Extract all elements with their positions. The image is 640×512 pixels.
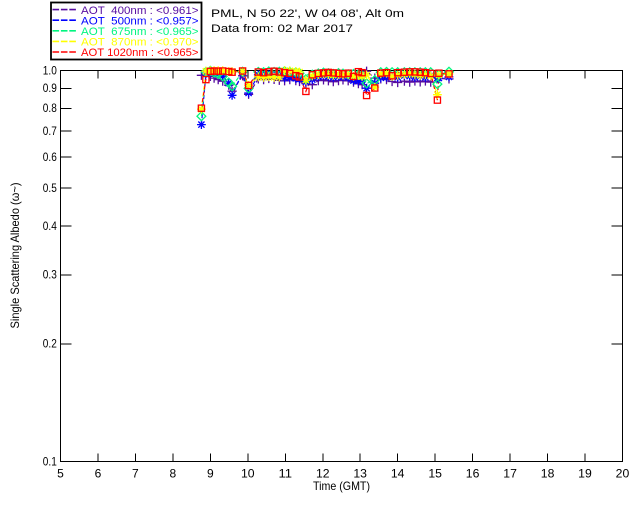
svg-text:AOT 500nm : <0.957>: AOT 500nm : <0.957> [81,15,199,27]
svg-text:0.3: 0.3 [43,268,57,282]
svg-text:AOT 870nm : <0.970>: AOT 870nm : <0.970> [81,37,199,49]
svg-text:0.5: 0.5 [43,181,57,195]
svg-text:Time (GMT): Time (GMT) [313,479,370,493]
svg-text:PML, N 50 22', W 04 08', Alt 0: PML, N 50 22', W 04 08', Alt 0m [211,8,404,20]
svg-text:7: 7 [132,467,139,481]
svg-text:16: 16 [466,467,480,481]
svg-text:1.0: 1.0 [43,63,57,77]
svg-text:6: 6 [95,467,102,481]
svg-text:0.8: 0.8 [43,101,57,115]
svg-text:0.1: 0.1 [43,454,57,468]
svg-text:15: 15 [428,467,442,481]
svg-text:8: 8 [170,467,177,481]
svg-text:12: 12 [316,467,330,481]
svg-text:10: 10 [241,467,255,481]
svg-text:Data from: 02 Mar 2017: Data from: 02 Mar 2017 [211,23,353,35]
svg-text:11: 11 [279,467,293,481]
svg-text:0.9: 0.9 [43,81,57,95]
svg-text:14: 14 [391,467,405,481]
svg-text:19: 19 [578,467,592,481]
svg-text:AOT 675nm : <0.965>: AOT 675nm : <0.965> [81,26,199,38]
svg-text:0.6: 0.6 [43,150,57,164]
svg-text:Single Scattering Albedo (ω~): Single Scattering Albedo (ω~) [8,183,22,329]
svg-text:17: 17 [503,467,517,481]
svg-text:9: 9 [207,467,214,481]
svg-text:20: 20 [616,467,630,481]
svg-text:0.2: 0.2 [43,337,57,351]
svg-text:AOT 400nm : <0.961>: AOT 400nm : <0.961> [81,5,199,17]
svg-text:0.7: 0.7 [43,124,57,138]
svg-text:0.4: 0.4 [43,219,57,233]
svg-text:5: 5 [57,467,64,481]
svg-text:AOT 1020nm : <0.965>: AOT 1020nm : <0.965> [81,47,199,59]
svg-text:13: 13 [353,467,367,481]
svg-text:18: 18 [541,467,555,481]
